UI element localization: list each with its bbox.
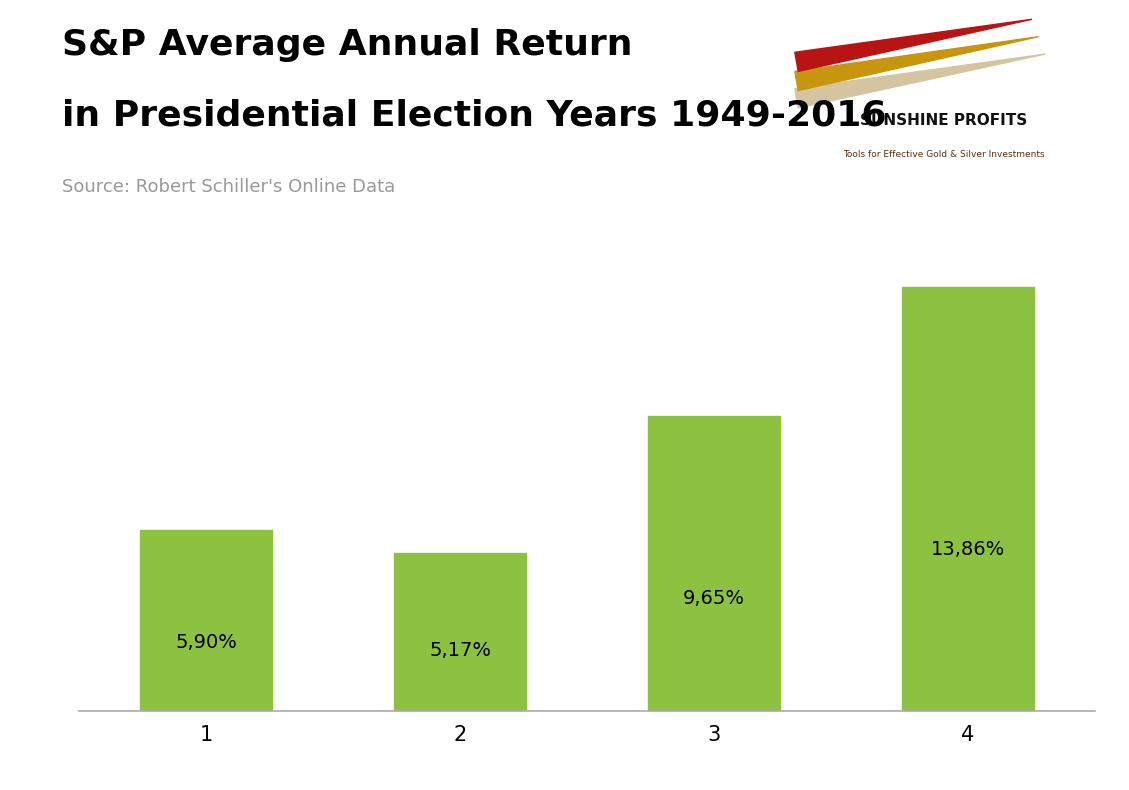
Text: Source: Robert Schiller's Online Data: Source: Robert Schiller's Online Data [62,178,395,196]
Bar [648,416,780,711]
Text: S&P Average Annual Return: S&P Average Annual Return [62,28,632,62]
Text: 13,86%: 13,86% [931,540,1005,559]
Bar [902,287,1034,711]
Bar [394,553,526,711]
Text: in Presidential Election Years 1949-2016: in Presidential Election Years 1949-2016 [62,99,886,133]
Polygon shape [795,36,1039,91]
Text: 9,65%: 9,65% [683,589,745,608]
Bar [140,530,272,711]
Text: SUNSHINE PROFITS: SUNSHINE PROFITS [860,113,1027,127]
Polygon shape [795,54,1045,108]
Text: 5,17%: 5,17% [429,641,491,660]
Text: 5,90%: 5,90% [175,633,237,652]
Polygon shape [795,19,1032,71]
Text: Tools for Effective Gold & Silver Investments: Tools for Effective Gold & Silver Invest… [843,150,1044,160]
